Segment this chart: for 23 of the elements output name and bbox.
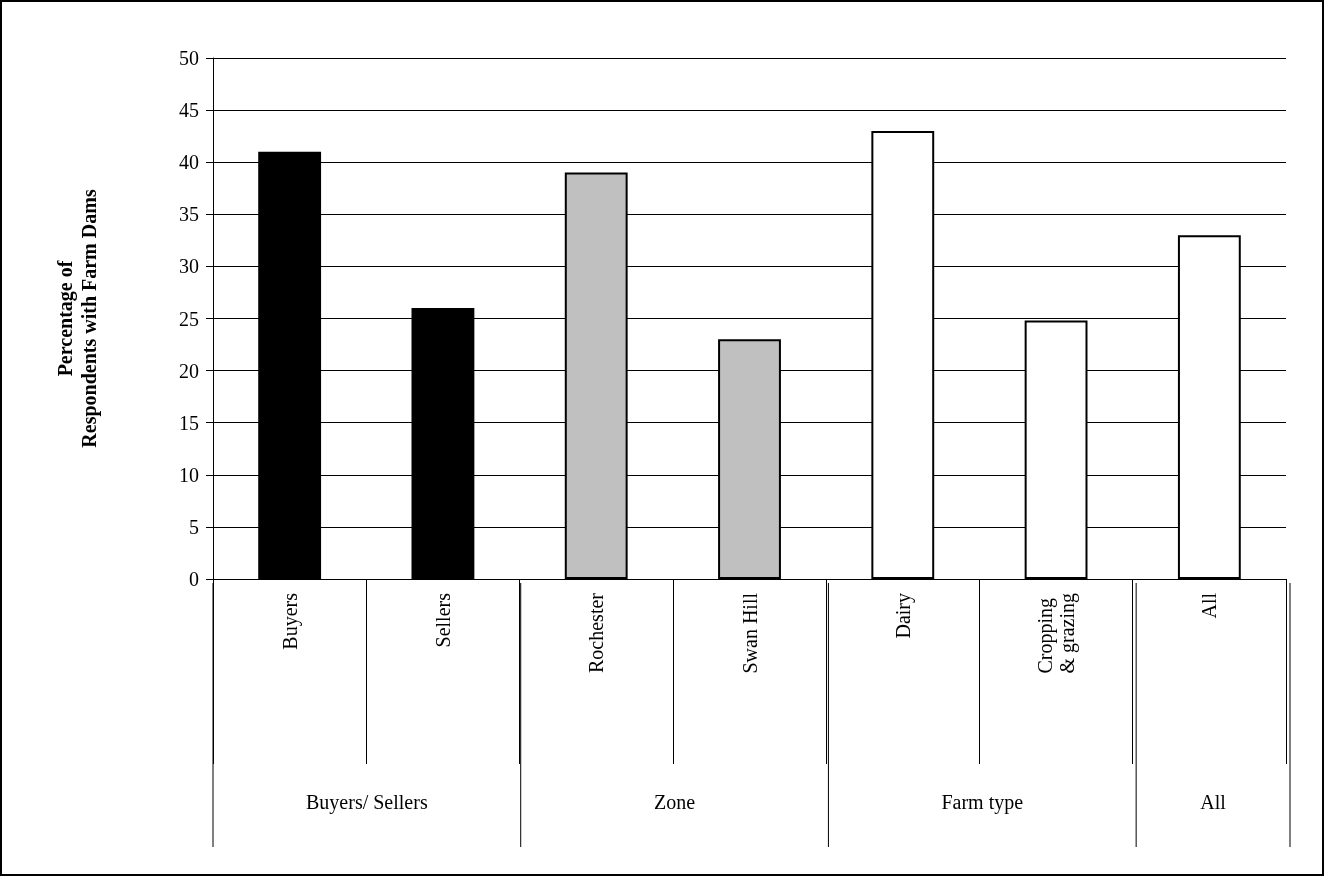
x-tick-label: Buyers [278,592,302,650]
y-tick-label: 15 [179,411,199,434]
text: All [1200,791,1227,813]
text: Zone [654,791,696,813]
text: Farm type [941,791,1024,814]
y-tick-label: 10 [179,463,199,486]
x-tick-label: Rochester [585,592,608,673]
x-tick-label: Dairy [891,593,915,639]
y-tick-label: 40 [179,151,199,174]
y-tick-label: 35 [179,203,199,226]
x-tick-label: Sellers [431,592,454,648]
y-tick-label: 20 [179,359,199,382]
y-tick-label: 45 [179,99,199,122]
y-tick-label: 0 [189,568,199,590]
x-tick-label: All [1198,592,1221,619]
text: Buyers/ Sellers [306,791,428,814]
y-axis-title: Percentage of Respondents with Farm Dams [54,189,101,448]
x-tick-label: Cropping & grazing [1034,593,1080,674]
y-tick-label: 25 [179,307,199,330]
y-tick-label: 30 [179,255,199,278]
y-tick-label: 5 [189,515,199,538]
x-tick-label: Swan Hill [738,592,761,674]
y-tick-label: 50 [179,47,199,69]
